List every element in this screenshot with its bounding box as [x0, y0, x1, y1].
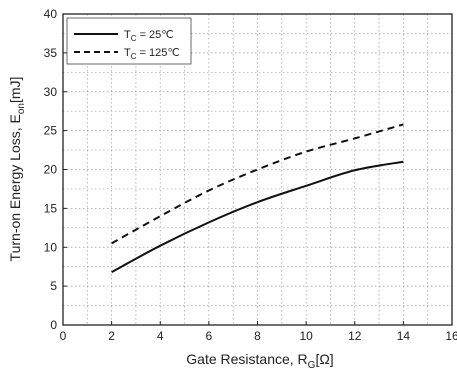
legend-box: [66, 17, 192, 65]
x-tick-label: 10: [299, 329, 313, 343]
x-tick-label: 0: [60, 329, 67, 343]
legend-label-series-2: TC = 125℃: [124, 47, 180, 61]
series-lines: [111, 123, 404, 274]
x-tick-label: 12: [348, 329, 362, 343]
series-line-2: [111, 123, 404, 245]
y-tick-label: 30: [44, 85, 58, 99]
y-tick-label: 0: [50, 318, 57, 332]
x-tick-label: 2: [108, 329, 115, 343]
x-tick-label: 14: [397, 329, 411, 343]
y-tick-label: 15: [44, 201, 58, 215]
y-tick-label: 10: [44, 240, 58, 254]
series-line-1: [111, 160, 404, 274]
y-axis-label: Turn-on Energy Loss, Eon[mJ]: [7, 77, 27, 262]
y-tick-label: 40: [44, 7, 58, 21]
y-tick-label: 20: [44, 163, 58, 177]
legend-label-series-1: TC = 25℃: [124, 29, 174, 43]
y-tick-label: 5: [50, 279, 57, 293]
x-tick-label: 4: [157, 329, 164, 343]
grid: [63, 14, 452, 325]
x-tick-label: 16: [445, 329, 457, 343]
tick-labels: 0 2 4 6 8 10 12 14 16 0 5 10 15 20 25 30 35 40: [44, 7, 457, 343]
plot-frame: [62, 13, 453, 326]
legend: TC = 25℃ TC = 125℃: [66, 17, 192, 65]
x-tick-label: 6: [206, 329, 213, 343]
y-tick-label: 25: [44, 124, 58, 138]
x-tick-label: 8: [254, 329, 261, 343]
y-tick-label: 35: [44, 46, 58, 60]
x-axis-label: Gate Resistance, RG[Ω]: [186, 351, 333, 371]
